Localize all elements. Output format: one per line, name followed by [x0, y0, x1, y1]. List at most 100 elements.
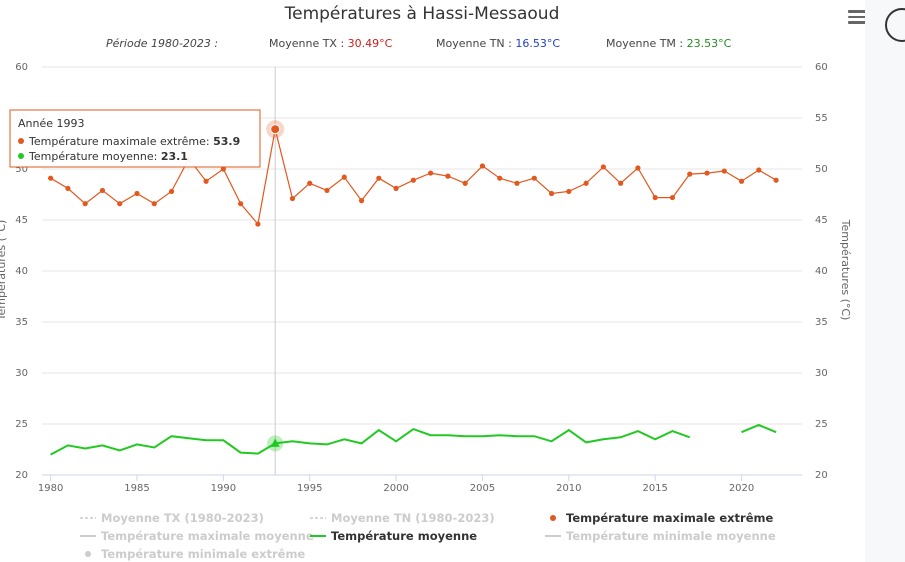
- point-max-1981: [65, 185, 71, 191]
- y-axis-right-label: Températures (°C): [839, 219, 852, 321]
- point-max-1998: [358, 198, 365, 204]
- point-max-2021: [756, 167, 762, 173]
- hover-point-max: [270, 124, 281, 135]
- subtitle-tx-value: 30.49°C: [348, 37, 393, 50]
- y-tick-left-50: 50: [15, 164, 28, 175]
- point-max-2007: [514, 180, 520, 186]
- point-max-1989: [203, 178, 209, 184]
- x-tick-1990: 1990: [211, 483, 236, 494]
- point-max-2006: [497, 175, 503, 181]
- legend-item-2[interactable]: Température maximale extrême: [550, 511, 773, 525]
- tooltip-row-max-value: 53.9: [213, 135, 240, 148]
- hamburger-menu-icon[interactable]: [848, 10, 866, 26]
- point-max-1990: [220, 166, 226, 172]
- legend-symbol-2: [550, 515, 556, 521]
- point-max-2020: [738, 178, 745, 184]
- legend-label-3: Température maximale moyenne: [101, 529, 314, 543]
- point-max-1994: [289, 195, 296, 202]
- y-tick-left-25: 25: [15, 419, 28, 430]
- y-tick-right-55: 55: [815, 113, 828, 124]
- tooltip-row-mean-value: 23.1: [161, 150, 188, 163]
- y-tick-right-50: 50: [815, 164, 828, 175]
- subtitle-period: Période 1980-2023 :: [106, 37, 218, 50]
- y-tick-right-20: 20: [815, 470, 828, 481]
- point-max-2005: [479, 163, 486, 169]
- tooltip: Année 1993 Température maximale extrême:…: [9, 109, 261, 168]
- point-max-1997: [341, 174, 347, 180]
- y-tick-left-40: 40: [15, 266, 28, 277]
- subtitle-tn-label: Moyenne TN :: [436, 37, 515, 50]
- legend-item-5[interactable]: Température minimale moyenne: [545, 529, 776, 543]
- y-tick-left-45: 45: [15, 215, 28, 226]
- x-axis: 1980 1985 1990 1995 2000 2005 2010 2015 2020: [38, 474, 802, 494]
- x-tick-1980: 1980: [38, 483, 63, 494]
- point-max-1980: [48, 175, 54, 181]
- point-max-2001: [410, 177, 416, 183]
- x-tick-2010: 2010: [556, 483, 581, 494]
- point-max-2013: [618, 180, 624, 186]
- point-max-1982: [82, 201, 88, 207]
- side-panel: [865, 0, 905, 562]
- y-tick-right-35: 35: [815, 317, 828, 328]
- y-tick-left-30: 30: [15, 368, 28, 379]
- subtitle-tn-value: 16.53°C: [515, 37, 560, 50]
- series-line-mean: [50, 423, 777, 456]
- tooltip-row-max: Température maximale extrême: 53.9: [28, 135, 240, 148]
- legend-label-5: Température minimale moyenne: [566, 529, 776, 543]
- x-tick-1985: 1985: [124, 483, 149, 494]
- y-tick-left-60: 60: [15, 62, 28, 73]
- hover-point-mean: [270, 438, 280, 447]
- point-max-2008: [531, 175, 537, 181]
- point-max-2009: [548, 190, 555, 197]
- point-max-2014: [635, 165, 641, 171]
- tooltip-box: [9, 109, 261, 168]
- subtitle-tm-value: 23.53°C: [687, 37, 732, 50]
- tooltip-dot-mean: [18, 153, 24, 159]
- point-max-1992: [255, 221, 261, 227]
- y-tick-left-35: 35: [15, 317, 28, 328]
- legend-item-0[interactable]: Moyenne TX (1980-2023): [80, 511, 264, 525]
- subtitle-tx-label: Moyenne TX :: [269, 37, 348, 50]
- point-max-2015: [652, 194, 658, 201]
- point-max-1984: [117, 201, 123, 207]
- y-tick-right-30: 30: [815, 368, 828, 379]
- legend-item-1[interactable]: Moyenne TN (1980-2023): [310, 511, 495, 525]
- point-max-2010: [566, 188, 572, 195]
- tooltip-row-max-label: Température maximale extrême:: [28, 135, 213, 148]
- point-max-1985: [134, 190, 140, 197]
- point-max-2004: [462, 180, 468, 186]
- point-max-2000: [393, 185, 399, 191]
- y-tick-right-25: 25: [815, 419, 828, 430]
- series-group: [48, 120, 779, 456]
- point-max-1987: [168, 188, 175, 195]
- point-max-1991: [238, 201, 244, 207]
- point-max-1996: [324, 187, 330, 194]
- x-tick-2020: 2020: [729, 483, 754, 494]
- y-tick-right-40: 40: [815, 266, 828, 277]
- point-max-2012: [600, 164, 606, 170]
- legend-label-4: Température moyenne: [331, 529, 477, 543]
- legend-label-1: Moyenne TN (1980-2023): [331, 511, 495, 525]
- legend: Moyenne TX (1980-2023) Moyenne TN (1980-2…: [80, 511, 776, 561]
- tooltip-dot-max: [18, 138, 24, 144]
- point-max-2002: [428, 170, 434, 176]
- point-max-1986: [151, 201, 157, 207]
- subtitle-tm-label: Moyenne TM :: [606, 37, 687, 50]
- legend-item-3[interactable]: Température maximale moyenne: [80, 529, 314, 543]
- point-max-2019: [721, 168, 727, 174]
- point-max-2003: [445, 173, 451, 179]
- legend-item-6[interactable]: Température minimale extrême: [85, 547, 305, 561]
- point-max-1999: [376, 175, 382, 181]
- legend-item-4[interactable]: Température moyenne: [310, 529, 477, 543]
- legend-label-0: Moyenne TX (1980-2023): [101, 511, 264, 525]
- chart-subtitle: Période 1980-2023 : Moyenne TX : 30.49°C…: [106, 37, 732, 50]
- x-tick-2015: 2015: [642, 483, 667, 494]
- point-max-1995: [307, 180, 313, 186]
- point-max-2022: [773, 177, 779, 183]
- y-tick-right-60: 60: [815, 62, 828, 73]
- tooltip-row-mean: Température moyenne: 23.1: [28, 150, 188, 163]
- point-max-2017: [687, 171, 693, 177]
- grid-lines: [42, 66, 802, 476]
- x-tick-2005: 2005: [470, 483, 495, 494]
